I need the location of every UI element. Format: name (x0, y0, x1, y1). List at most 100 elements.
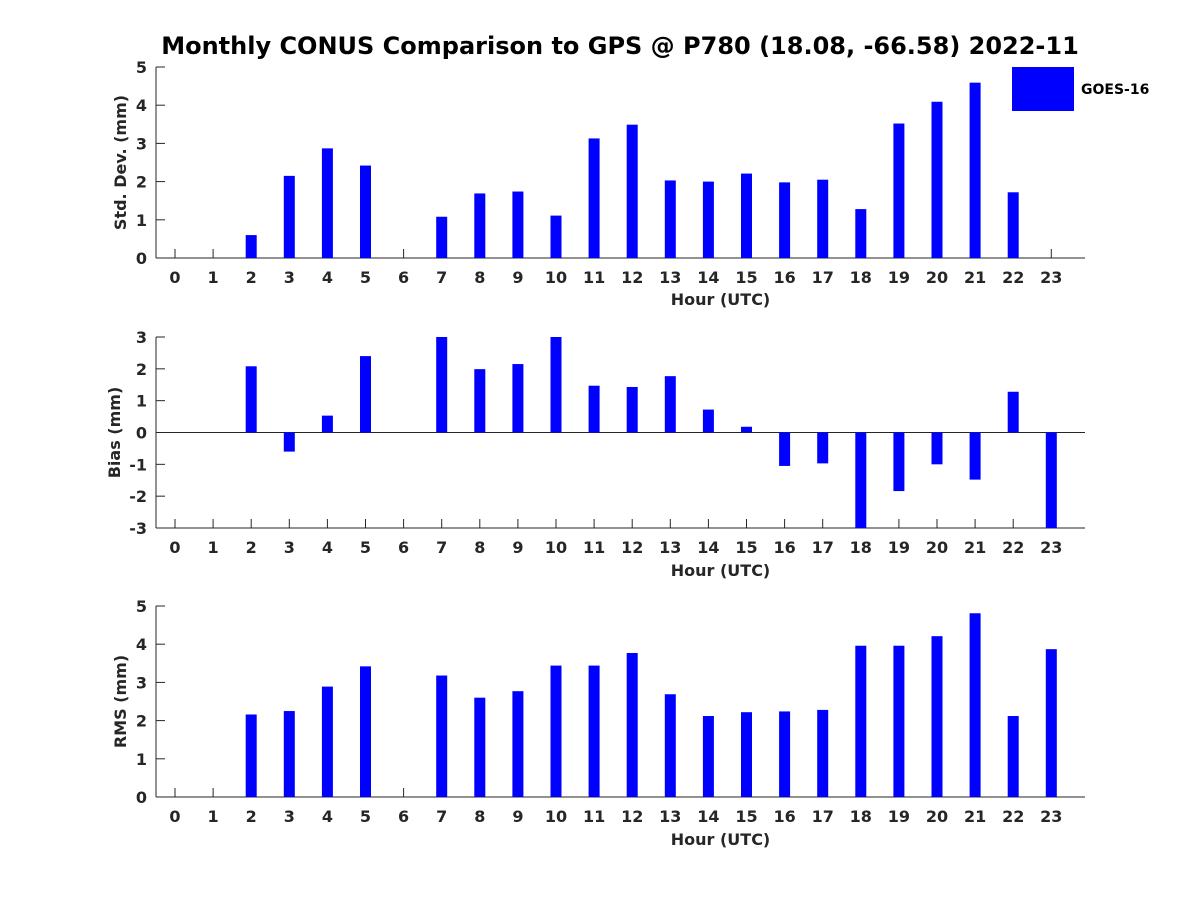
y-tick-label: 2 (136, 173, 147, 192)
x-tick-label: 5 (360, 538, 371, 557)
x-tick-label: 13 (659, 268, 681, 287)
x-tick-label: 20 (926, 538, 948, 557)
bar-hour-11 (588, 385, 600, 433)
x-tick-label: 1 (208, 538, 219, 557)
bar-hour-3 (283, 432, 295, 452)
x-tick-label: 17 (812, 807, 834, 826)
x-tick-label: 17 (812, 538, 834, 557)
bar-hour-22 (1007, 192, 1019, 258)
x-tick-label: 11 (583, 538, 605, 557)
bar-hour-3 (283, 711, 295, 797)
bar-hour-11 (588, 138, 600, 258)
bar-hour-10 (550, 665, 562, 797)
x-tick-label: 23 (1040, 538, 1062, 557)
x-tick-label: 8 (474, 807, 485, 826)
x-tick-label: 4 (322, 807, 333, 826)
bar-hour-5 (360, 666, 371, 797)
x-tick-label: 15 (735, 807, 757, 826)
bar-hour-18 (855, 432, 867, 528)
x-tick-label: 1 (208, 268, 219, 287)
x-tick-label: 15 (735, 538, 757, 557)
x-tick-label: 21 (964, 538, 986, 557)
x-tick-label: 6 (398, 807, 409, 826)
bar-hour-20 (931, 101, 943, 259)
x-tick-label: 8 (474, 268, 485, 287)
x-tick-label: 23 (1040, 268, 1062, 287)
x-tick-label: 19 (888, 268, 910, 287)
x-tick-label: 19 (888, 538, 910, 557)
x-tick-label: 8 (474, 538, 485, 557)
bar-hour-12 (626, 124, 638, 258)
x-tick-label: 5 (360, 268, 371, 287)
x-tick-label: 2 (246, 807, 257, 826)
legend-label: GOES-16 (1081, 82, 1149, 98)
y-tick-label: 4 (136, 635, 147, 654)
x-tick-label: 21 (964, 268, 986, 287)
y-tick-label: 3 (136, 134, 147, 153)
bar-hour-9 (512, 191, 524, 258)
x-tick-label: 2 (246, 538, 257, 557)
x-tick-label: 17 (812, 268, 834, 287)
y-tick-label: 3 (136, 673, 147, 692)
x-tick-label: 14 (697, 807, 719, 826)
bar-hour-17 (817, 432, 829, 464)
bar-hour-14 (702, 409, 714, 433)
bar-hour-5 (360, 356, 371, 433)
x-axis-label: Hour (UTC) (671, 561, 771, 580)
y-tick-label: 0 (136, 249, 147, 268)
bar-hour-16 (779, 432, 791, 466)
x-tick-label: 7 (436, 538, 447, 557)
bar-hour-20 (931, 636, 943, 797)
bar-hour-22 (1007, 716, 1019, 797)
x-tick-label: 22 (1002, 268, 1024, 287)
bar-hour-3 (283, 175, 295, 258)
bar-hour-17 (817, 709, 829, 797)
bar-hour-21 (969, 82, 981, 258)
x-tick-label: 22 (1002, 538, 1024, 557)
x-tick-label: 23 (1040, 807, 1062, 826)
x-tick-label: 0 (169, 807, 180, 826)
x-tick-label: 15 (735, 268, 757, 287)
y-tick-label: 0 (136, 788, 147, 807)
x-tick-label: 1 (208, 807, 219, 826)
bar-hour-7 (436, 216, 448, 258)
bar-hour-14 (702, 181, 714, 258)
x-tick-label: 18 (850, 807, 872, 826)
x-tick-label: 12 (621, 538, 643, 557)
figure-title: Monthly CONUS Comparison to GPS @ P780 (… (161, 32, 1079, 60)
bar-hour-23 (1045, 649, 1057, 797)
x-axis-label: Hour (UTC) (671, 830, 771, 849)
y-tick-label: 1 (136, 392, 147, 411)
x-tick-label: 10 (545, 538, 567, 557)
bar-hour-2 (245, 235, 257, 258)
bar-hour-21 (969, 432, 981, 480)
bar-hour-22 (1007, 391, 1019, 433)
bar-hour-11 (588, 665, 600, 797)
bar-hour-7 (436, 675, 448, 797)
x-tick-label: 3 (284, 268, 295, 287)
y-axis-label: Bias (mm) (105, 387, 124, 479)
x-tick-label: 20 (926, 807, 948, 826)
bar-hour-10 (550, 215, 562, 258)
bar-hour-20 (931, 432, 943, 465)
y-tick-label: 1 (136, 211, 147, 230)
y-tick-label: 1 (136, 750, 147, 769)
bar-hour-12 (626, 652, 638, 797)
bar-hour-8 (474, 193, 486, 258)
bar-hour-2 (245, 714, 257, 797)
y-tick-label: -3 (129, 519, 147, 538)
bar-hour-19 (893, 432, 905, 492)
x-tick-label: 16 (773, 268, 795, 287)
x-tick-label: 3 (284, 538, 295, 557)
x-tick-label: 21 (964, 807, 986, 826)
x-tick-label: 11 (583, 807, 605, 826)
x-tick-label: 12 (621, 268, 643, 287)
x-tick-label: 10 (545, 268, 567, 287)
x-tick-label: 10 (545, 807, 567, 826)
x-tick-label: 13 (659, 807, 681, 826)
x-tick-label: 6 (398, 538, 409, 557)
